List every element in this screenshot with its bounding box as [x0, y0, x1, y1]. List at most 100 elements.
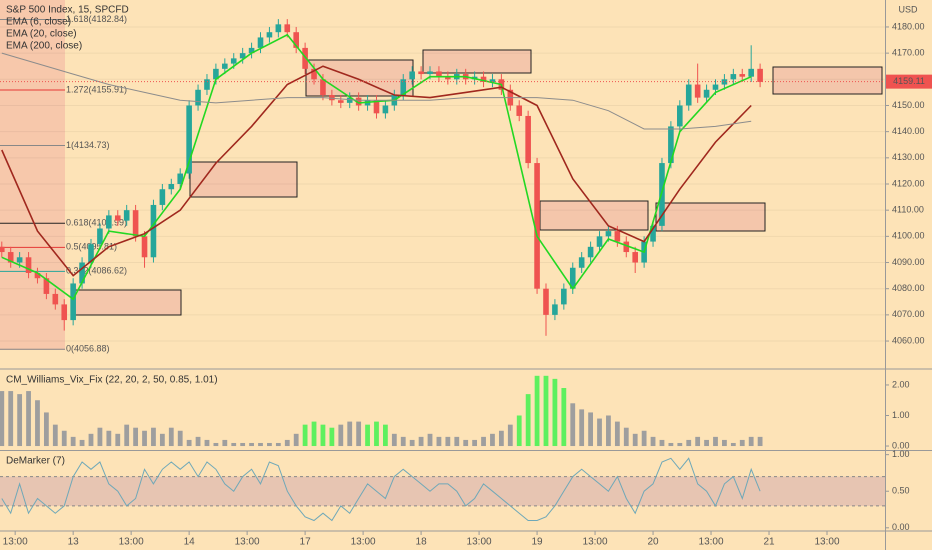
histogram-bar — [383, 424, 388, 447]
y-tick-label: 2.00 — [892, 379, 910, 389]
histogram-bar — [650, 436, 656, 447]
candle-body — [685, 84, 692, 106]
histogram-bar — [302, 424, 308, 447]
x-tick-label: 14 — [184, 537, 196, 548]
candle-body — [578, 257, 585, 268]
histogram-bar — [284, 439, 290, 447]
candle-body — [596, 236, 603, 247]
histogram-bar — [400, 436, 406, 447]
histogram-bar — [641, 430, 647, 447]
candle-body — [204, 79, 210, 90]
candle-body — [88, 244, 94, 263]
x-tick-label: 19 — [532, 537, 544, 548]
histogram-bar — [124, 424, 130, 447]
y-tick-label: 4120.00 — [892, 178, 925, 188]
histogram-bar — [240, 442, 246, 447]
histogram-bar — [267, 442, 272, 447]
x-tick-label: 13:00 — [699, 537, 724, 548]
candle-body — [248, 47, 255, 54]
candle-body — [0, 246, 5, 253]
histogram-bar — [579, 409, 585, 447]
ema-line — [1, 65, 752, 277]
histogram-bar — [525, 394, 531, 447]
candle-body — [337, 100, 344, 103]
rectangle — [422, 49, 532, 74]
histogram-bar — [695, 436, 701, 447]
histogram-bar — [570, 403, 576, 447]
histogram-bar — [142, 430, 147, 447]
candle-body — [16, 257, 23, 263]
x-tick-label: 13:00 — [3, 537, 28, 548]
histogram-bar — [436, 436, 442, 447]
histogram-bar — [534, 375, 540, 447]
candle-body — [150, 204, 157, 258]
histogram-bar — [26, 391, 31, 447]
histogram-bar — [713, 436, 718, 447]
fib-label: 1.272(4155.91) — [66, 84, 127, 94]
histogram-bar — [329, 427, 335, 447]
candle-body — [275, 24, 282, 33]
x-tick-label: 13:00 — [583, 537, 608, 548]
candle-body — [632, 252, 639, 263]
x-tick-label: 20 — [647, 537, 659, 548]
candle-body — [257, 37, 264, 48]
candle-body — [222, 63, 228, 69]
histogram-bar — [374, 421, 379, 447]
histogram-bar — [311, 421, 317, 447]
candle-body — [614, 231, 621, 242]
histogram-bar — [275, 442, 281, 447]
histogram-bar — [0, 391, 5, 447]
candle-body — [373, 100, 380, 114]
candle-body — [712, 84, 719, 90]
candle-body — [748, 68, 754, 77]
histogram-bar — [472, 439, 478, 447]
candle-body — [177, 173, 184, 184]
candle-body — [694, 84, 701, 98]
candle-body — [132, 210, 139, 237]
histogram-bar — [748, 436, 754, 447]
histogram-bar — [177, 430, 183, 447]
candle-body — [320, 79, 326, 96]
candle-body — [346, 97, 353, 103]
pane-title: DeMarker (7) — [6, 456, 65, 467]
candle-body — [623, 241, 630, 253]
histogram-bar — [597, 418, 602, 447]
candle-body — [605, 231, 612, 237]
candle-body — [409, 71, 415, 80]
histogram-bar — [338, 424, 344, 447]
candle-body — [569, 267, 576, 289]
histogram-bar — [70, 436, 76, 447]
histogram-bar — [213, 442, 219, 447]
rectangle — [189, 161, 298, 198]
y-tick-label: 1.00 — [892, 449, 910, 459]
y-tick-label: 4130.00 — [892, 152, 925, 162]
histogram-bar — [561, 388, 567, 447]
level-band — [0, 476, 885, 506]
x-tick-label: 13 — [68, 537, 80, 548]
candle-body — [123, 210, 130, 221]
x-tick-label: 13:00 — [467, 537, 492, 548]
candle-body — [311, 68, 317, 80]
histogram-bar — [481, 436, 486, 447]
candle-body — [43, 278, 50, 294]
histogram-bar — [463, 439, 469, 447]
histogram-bar — [427, 433, 433, 447]
candle-body — [266, 32, 273, 38]
candle-body — [52, 293, 59, 305]
candle-body — [159, 189, 166, 205]
candle-body — [739, 74, 746, 77]
histogram-bar — [507, 424, 513, 447]
candle-body — [480, 76, 487, 82]
pane-title: CM_Williams_Vix_Fix (22, 20, 2, 50, 0.85… — [6, 375, 218, 386]
y-tick-label: 4060.00 — [892, 335, 925, 345]
y-tick-label: 4110.00 — [892, 205, 924, 215]
histogram-bar — [552, 378, 558, 447]
histogram-bar — [757, 436, 763, 447]
demarker-line — [1, 457, 761, 522]
candle-body — [79, 262, 85, 284]
fib-label: 1.618(4182.84) — [66, 14, 127, 24]
y-tick-label: 4170.00 — [892, 48, 925, 58]
candle-body — [489, 79, 496, 82]
histogram-bar — [222, 439, 228, 447]
